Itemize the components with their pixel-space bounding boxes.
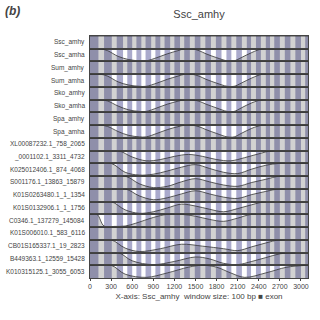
svg-text:600: 600	[126, 283, 138, 290]
svg-text:K010315125.1_3055_6053: K010315125.1_3055_6053	[6, 268, 85, 276]
svg-text:1800: 1800	[209, 283, 225, 290]
svg-text:Spa_amhy: Spa_amhy	[53, 115, 85, 123]
svg-text:XL00087232.1_758_2065: XL00087232.1_758_2065	[10, 140, 85, 148]
svg-text:K01S006010.1_583_6116: K01S006010.1_583_6116	[10, 229, 85, 237]
svg-text:X-axis: Ssc_amhy window size:: X-axis: Ssc_amhy window size: 100 bp ■ e…	[115, 292, 282, 301]
svg-text:C0346.1_137279_145084: C0346.1_137279_145084	[9, 217, 85, 225]
svg-text:(b): (b)	[5, 4, 20, 18]
svg-text:S001176.1_13863_15879: S001176.1_13863_15879	[10, 178, 85, 186]
svg-text:_0001102.1_3311_4732: _0001102.1_3311_4732	[14, 153, 85, 161]
svg-text:Ssc_amha: Ssc_amha	[54, 51, 85, 59]
svg-text:Ssc_amhy: Ssc_amhy	[54, 38, 85, 46]
svg-text:B449363.1_12559_15428: B449363.1_12559_15428	[10, 255, 85, 263]
svg-text:Ssc_amhy: Ssc_amhy	[173, 8, 225, 20]
svg-text:K01S0263480.1_1_1354: K01S0263480.1_1_1354	[13, 191, 85, 199]
svg-text:K025012406.1_874_4068: K025012406.1_874_4068	[10, 166, 85, 174]
svg-text:Sko_amhy: Sko_amhy	[54, 89, 85, 97]
svg-text:3000: 3000	[293, 283, 309, 290]
svg-text:1200: 1200	[167, 283, 183, 290]
svg-text:Sum_amhy: Sum_amhy	[51, 64, 85, 72]
svg-text:Sum_amha: Sum_amha	[51, 77, 85, 85]
svg-text:Sko_amha: Sko_amha	[54, 102, 85, 110]
svg-text:CB01S165337.1_19_2823: CB01S165337.1_19_2823	[8, 242, 85, 250]
svg-text:300: 300	[105, 283, 117, 290]
svg-text:2100: 2100	[230, 283, 246, 290]
svg-text:900: 900	[147, 283, 159, 290]
svg-text:1500: 1500	[188, 283, 204, 290]
svg-text:2700: 2700	[272, 283, 288, 290]
svg-text:K01S0132906.1_1_1756: K01S0132906.1_1_1756	[13, 204, 85, 212]
svg-text:0: 0	[88, 283, 92, 290]
svg-text:2400: 2400	[251, 283, 267, 290]
svg-text:Spa_amha: Spa_amha	[53, 128, 85, 136]
